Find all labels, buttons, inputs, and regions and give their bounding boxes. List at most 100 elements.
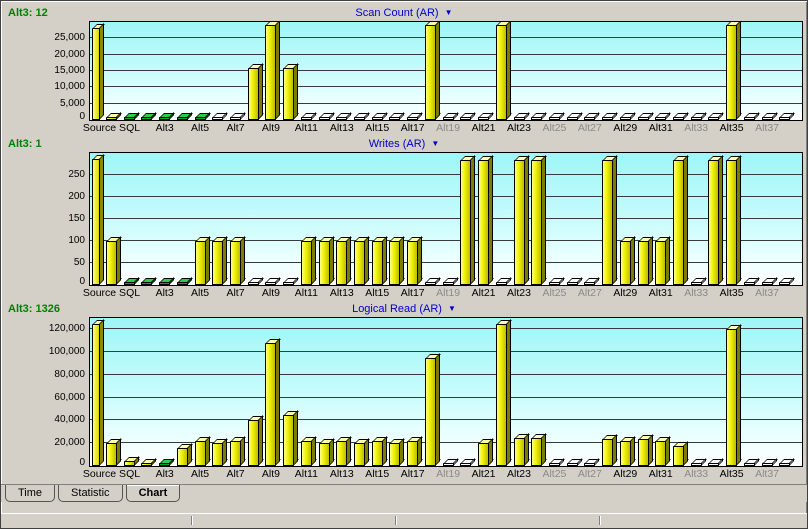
y-tick-label: 5,000 [59, 97, 85, 109]
gridline [90, 419, 802, 421]
x-tick-label: Alt11 [294, 287, 318, 299]
tab-chart[interactable]: Chart [125, 485, 181, 502]
x-tick-label: Alt15 [365, 122, 390, 134]
x-tick-label: Alt33 [684, 468, 709, 480]
dropdown-caret-icon: ▼ [448, 304, 456, 313]
y-tick-label: 40,000 [54, 414, 85, 426]
x-tick-label: Alt27 [577, 468, 602, 480]
bar-alt20-side-face [469, 154, 475, 285]
gridline [90, 240, 802, 241]
y-axis: 0 50 100 150 200 250 [5, 152, 89, 287]
tab-time[interactable]: Time [5, 485, 56, 502]
bar-alt10-side-face [292, 409, 298, 466]
x-tick-label: Alt9 [261, 287, 280, 299]
bar-alt12-side-face [328, 438, 334, 466]
y-tick-label: 150 [68, 213, 85, 224]
metric-title: Scan Count (AR) [355, 7, 439, 19]
x-tick-label: Alt11 [294, 468, 318, 480]
axis-wall-side-face [99, 154, 104, 285]
bar-alt6-side-face [221, 236, 227, 285]
bar-alt34-side-face [717, 154, 723, 285]
x-tick-label: Alt35 [719, 468, 744, 480]
gridline [90, 102, 802, 104]
y-tick-label: 25,000 [54, 32, 85, 44]
y-tick-label: 0 [79, 276, 85, 287]
metric-dropdown[interactable]: Logical Read (AR) ▼ [352, 303, 456, 315]
x-tick-label: Alt17 [400, 287, 425, 299]
bar-alt8-side-face [257, 62, 263, 120]
status-divider [191, 516, 192, 525]
bar-alt32-side-face [682, 440, 688, 466]
x-tick-label: Alt35 [719, 287, 744, 299]
bar-alt10-side-face [292, 62, 298, 120]
bar-source-sql-side-face [115, 438, 121, 466]
x-tick-label: Alt19 [436, 287, 461, 299]
x-tick-label: Alt15 [365, 287, 390, 299]
x-tick-label: Source SQL [82, 468, 141, 480]
x-tick-label: Alt35 [719, 122, 744, 134]
metric-dropdown[interactable]: Writes (AR) ▼ [369, 138, 440, 150]
x-tick-label: Alt25 [542, 287, 567, 299]
y-tick-label: 0 [79, 457, 85, 468]
x-tick-label: Alt17 [400, 468, 425, 480]
x-tick-label: Alt13 [329, 468, 354, 480]
bar-alt28-side-face [611, 433, 617, 466]
gridline [90, 328, 802, 330]
bar-alt35-side-face [735, 154, 741, 285]
chart-header: Alt3: 12 Scan Count (AR) ▼ [5, 6, 803, 21]
x-axis-labels: Source SQL Alt3 Alt5 Alt7 Alt9 Alt11 Alt13 Alt1… [5, 286, 803, 299]
x-tick-label: Alt21 [471, 122, 496, 134]
chart-header: Alt3: 1 Writes (AR) ▼ [5, 137, 803, 152]
bar-alt14-side-face [363, 438, 369, 466]
metric-title: Writes (AR) [368, 138, 426, 150]
x-tick-label: Alt15 [365, 468, 390, 480]
x-tick-label: Alt7 [226, 122, 245, 134]
bar-alt35-side-face [735, 22, 741, 120]
x-tick-label: Alt31 [648, 468, 673, 480]
x-tick-label: Alt25 [542, 468, 567, 480]
selected-alt-value: Alt3: 1 [8, 138, 42, 150]
bar-alt14-side-face [363, 236, 369, 285]
bar-alt8-side-face [257, 415, 263, 466]
x-tick-label: Alt31 [648, 287, 673, 299]
x-tick-label: Alt7 [226, 287, 245, 299]
bar-alt24-side-face [540, 154, 546, 285]
bar-alt5-side-face [204, 435, 210, 466]
x-tick-label: Alt29 [613, 468, 638, 480]
gridline [90, 174, 802, 175]
x-tick-label: Alt37 [755, 287, 780, 299]
bar-alt6-side-face [221, 438, 227, 466]
chart-panel-logical-read: Alt3: 1326 Logical Read (AR) ▼ 0 20,000 40… [5, 302, 803, 480]
metric-dropdown[interactable]: Scan Count (AR) ▼ [355, 7, 452, 19]
tab-statistic[interactable]: Statistic [58, 485, 123, 502]
bar-alt13-side-face [345, 236, 351, 285]
bar-alt16-side-face [398, 438, 404, 466]
bar-alt28-side-face [611, 154, 617, 285]
x-tick-label: Alt19 [436, 468, 461, 480]
y-tick-label: 80,000 [54, 368, 85, 380]
chart-panel-writes: Alt3: 1 Writes (AR) ▼ 0 50 100 150 200 250 So… [5, 137, 803, 299]
plot-area-logical-read [89, 317, 803, 467]
bar-alt15-side-face [381, 236, 387, 285]
x-tick-label: Source SQL [82, 122, 141, 134]
x-tick-label: Alt37 [755, 468, 780, 480]
bar-alt21-side-face [487, 438, 493, 466]
x-tick-label: Alt33 [684, 122, 709, 134]
bar-alt32-side-face [682, 154, 688, 285]
y-tick-label: 60,000 [54, 391, 85, 403]
bar-alt17-side-face [416, 236, 422, 285]
x-tick-label: Alt37 [755, 122, 780, 134]
x-tick-label: Alt33 [684, 287, 709, 299]
bar-alt24-side-face [540, 432, 546, 466]
x-tick-label: Alt5 [191, 468, 210, 480]
y-tick-label: 50 [73, 257, 85, 268]
dropdown-caret-icon: ▼ [444, 8, 453, 17]
x-tick-label: Alt23 [507, 122, 531, 134]
gridline [90, 37, 802, 39]
x-tick-label: Alt3 [155, 468, 174, 480]
bar-alt17-side-face [416, 435, 422, 466]
gridline [90, 218, 802, 219]
x-tick-label: Alt9 [261, 468, 280, 480]
x-tick-label: Alt23 [507, 468, 531, 480]
